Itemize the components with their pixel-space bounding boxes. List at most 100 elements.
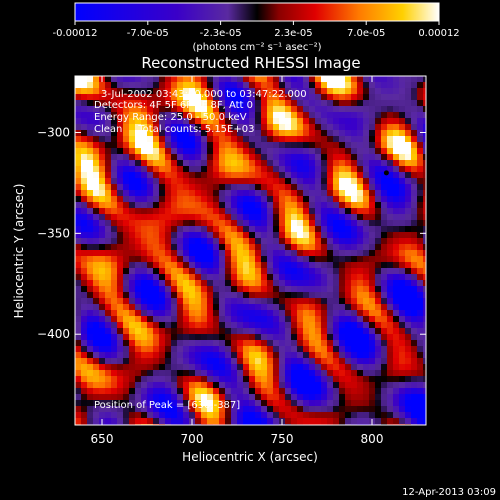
heatmap-cell — [207, 88, 214, 95]
colorbar-tick-label: -0.00012 — [53, 28, 98, 39]
heatmap-cell — [141, 298, 148, 305]
heatmap-cell — [303, 154, 310, 161]
heatmap-cell — [261, 310, 268, 317]
heatmap-cell — [93, 292, 100, 299]
heatmap-cell — [165, 226, 172, 233]
heatmap-cell — [297, 76, 304, 83]
heatmap-cell — [201, 250, 208, 257]
heatmap-cell — [405, 382, 412, 389]
heatmap-cell — [357, 418, 364, 425]
heatmap-cell — [123, 106, 130, 113]
heatmap-cell — [129, 244, 136, 251]
heatmap-cell — [243, 166, 250, 173]
heatmap-cell — [183, 250, 190, 257]
heatmap-cell — [351, 220, 358, 227]
heatmap-cell — [351, 334, 358, 341]
heatmap-cell — [153, 286, 160, 293]
heatmap-cell — [147, 370, 154, 377]
heatmap-cell — [171, 412, 178, 419]
heatmap-cell — [387, 280, 394, 287]
heatmap-cell — [213, 142, 220, 149]
heatmap-cell — [159, 346, 166, 353]
heatmap-cell — [87, 406, 94, 413]
heatmap-cell — [105, 382, 112, 389]
heatmap-cell — [375, 358, 382, 365]
heatmap-cell — [297, 286, 304, 293]
heatmap-cell — [87, 382, 94, 389]
heatmap-cell — [369, 106, 376, 113]
heatmap-cell — [159, 286, 166, 293]
heatmap-cell — [423, 262, 426, 269]
heatmap-cell — [303, 160, 310, 167]
heatmap-cell — [231, 118, 238, 125]
heatmap-cell — [411, 220, 418, 227]
heatmap-cell — [423, 382, 426, 389]
heatmap-cell — [333, 118, 340, 125]
heatmap-cell — [81, 370, 88, 377]
heatmap-cell — [225, 412, 232, 419]
heatmap-cell — [189, 262, 196, 269]
heatmap-cell — [381, 286, 388, 293]
heatmap-cell — [219, 268, 226, 275]
heatmap-cell — [195, 160, 202, 167]
heatmap-cell — [255, 154, 262, 161]
heatmap-cell — [375, 88, 382, 95]
heatmap-cell — [87, 244, 94, 251]
heatmap-cell — [147, 280, 154, 287]
heatmap-cell — [393, 238, 400, 245]
heatmap-cell — [291, 178, 298, 185]
heatmap-cell — [393, 118, 400, 125]
heatmap-cell — [243, 142, 250, 149]
heatmap-cell — [369, 238, 376, 245]
heatmap-cell — [177, 232, 184, 239]
heatmap-cell — [351, 118, 358, 125]
heatmap-cell — [279, 340, 286, 347]
heatmap-cell — [369, 304, 376, 311]
heatmap-cell — [231, 394, 238, 401]
heatmap-cell — [207, 178, 214, 185]
heatmap-cell — [417, 370, 424, 377]
heatmap-cell — [195, 376, 202, 383]
heatmap-cell — [285, 316, 292, 323]
heatmap-cell — [159, 388, 166, 395]
heatmap-cell — [369, 178, 376, 185]
heatmap-cell — [159, 166, 166, 173]
heatmap-cell — [153, 274, 160, 281]
heatmap-cell — [309, 394, 316, 401]
heatmap-cell — [345, 154, 352, 161]
heatmap-cell — [411, 376, 418, 383]
heatmap-cell — [93, 340, 100, 347]
heatmap-cell — [99, 202, 106, 209]
heatmap-cell — [213, 388, 220, 395]
heatmap-cell — [159, 94, 166, 101]
heatmap-cell — [153, 208, 160, 215]
heatmap-cell — [105, 250, 112, 257]
heatmap-cell — [237, 406, 244, 413]
heatmap-cell — [267, 316, 274, 323]
heatmap-cell — [309, 166, 316, 173]
heatmap-cell — [141, 268, 148, 275]
heatmap-cell — [207, 190, 214, 197]
heatmap-cell — [345, 220, 352, 227]
heatmap-cell — [231, 262, 238, 269]
heatmap-cell — [375, 310, 382, 317]
heatmap-cell — [81, 304, 88, 311]
heatmap-cell — [153, 82, 160, 89]
heatmap-cell — [339, 82, 346, 89]
heatmap-cell — [399, 358, 406, 365]
heatmap-cell — [381, 106, 388, 113]
heatmap-cell — [381, 262, 388, 269]
heatmap-cell — [321, 226, 328, 233]
heatmap-cell — [375, 118, 382, 125]
heatmap-cell — [153, 232, 160, 239]
heatmap-cell — [345, 196, 352, 203]
heatmap-cell — [105, 76, 112, 83]
heatmap-cell — [129, 406, 136, 413]
heatmap-cell — [273, 172, 280, 179]
heatmap-cell — [189, 358, 196, 365]
heatmap-cell — [141, 412, 148, 419]
heatmap-cell — [249, 376, 256, 383]
heatmap-cell — [141, 340, 148, 347]
heatmap-cell — [417, 208, 424, 215]
heatmap-cell — [261, 250, 268, 257]
